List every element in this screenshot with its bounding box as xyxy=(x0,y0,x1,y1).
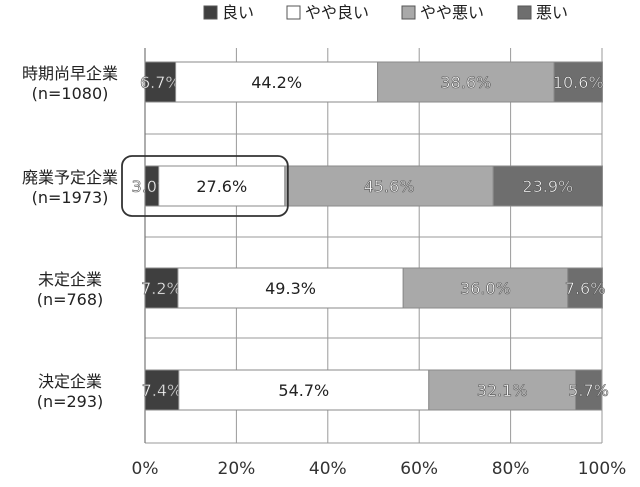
data-label: 45.6% xyxy=(364,177,415,196)
data-label: 23.9% xyxy=(522,177,573,196)
data-label: 5.7% xyxy=(568,381,609,400)
x-tick-label: 40% xyxy=(309,459,347,479)
bar-segment xyxy=(428,369,576,411)
x-tick-label: 20% xyxy=(218,459,256,479)
data-label: 6.7% xyxy=(140,73,181,92)
highlight-box xyxy=(121,155,289,217)
legend: 良い やや良い やや悪い 悪い xyxy=(203,3,568,22)
category-label: 未定企業 xyxy=(38,270,102,289)
legend-label: 良い xyxy=(222,3,254,22)
bar-segment xyxy=(402,267,569,309)
bar-segment xyxy=(574,369,603,411)
bar-segment xyxy=(144,369,180,411)
bar-segment xyxy=(177,267,404,309)
category-label: 時期尚早企業 xyxy=(22,64,118,83)
bar-segment xyxy=(492,165,603,207)
bar-segment xyxy=(175,61,379,103)
legend-label: やや悪い xyxy=(420,3,484,22)
legend-swatch xyxy=(401,5,416,20)
data-label: 38.6% xyxy=(440,73,491,92)
bar-segment xyxy=(144,267,179,309)
legend-swatch xyxy=(286,5,301,20)
data-label: 27.6% xyxy=(196,177,247,196)
data-label: 44.2% xyxy=(251,73,302,92)
data-label: 49.3% xyxy=(265,279,316,298)
data-label: 7.2% xyxy=(141,279,182,298)
data-label: 36.0% xyxy=(460,279,511,298)
bar-segment xyxy=(553,61,603,103)
category-label: 廃業予定企業 xyxy=(22,168,118,187)
bar-segment xyxy=(567,267,603,309)
data-label: 54.7% xyxy=(278,381,329,400)
bar-segment xyxy=(178,369,430,411)
data-label: 7.4% xyxy=(142,381,183,400)
data-label: 7.6% xyxy=(565,279,606,298)
legend-swatch xyxy=(203,5,218,20)
data-label: 10.6% xyxy=(553,73,604,92)
category-count: (n=1973) xyxy=(32,188,109,207)
category-count: (n=293) xyxy=(37,392,104,411)
category-count: (n=1080) xyxy=(32,84,109,103)
legend-label: やや良い xyxy=(305,3,369,22)
data-label: 32.1% xyxy=(477,381,528,400)
x-tick-label: 80% xyxy=(492,459,530,479)
bar-segment xyxy=(158,165,286,207)
x-tick-label: 100% xyxy=(578,459,627,479)
category-count: (n=768) xyxy=(37,290,104,309)
x-tick-label: 60% xyxy=(400,459,438,479)
bar-segment xyxy=(144,61,177,103)
bar-segment xyxy=(284,165,494,207)
legend-label: 悪い xyxy=(536,3,568,22)
x-tick-label: 0% xyxy=(132,459,159,479)
legend-swatch xyxy=(517,5,532,20)
category-label: 決定企業 xyxy=(38,372,102,391)
